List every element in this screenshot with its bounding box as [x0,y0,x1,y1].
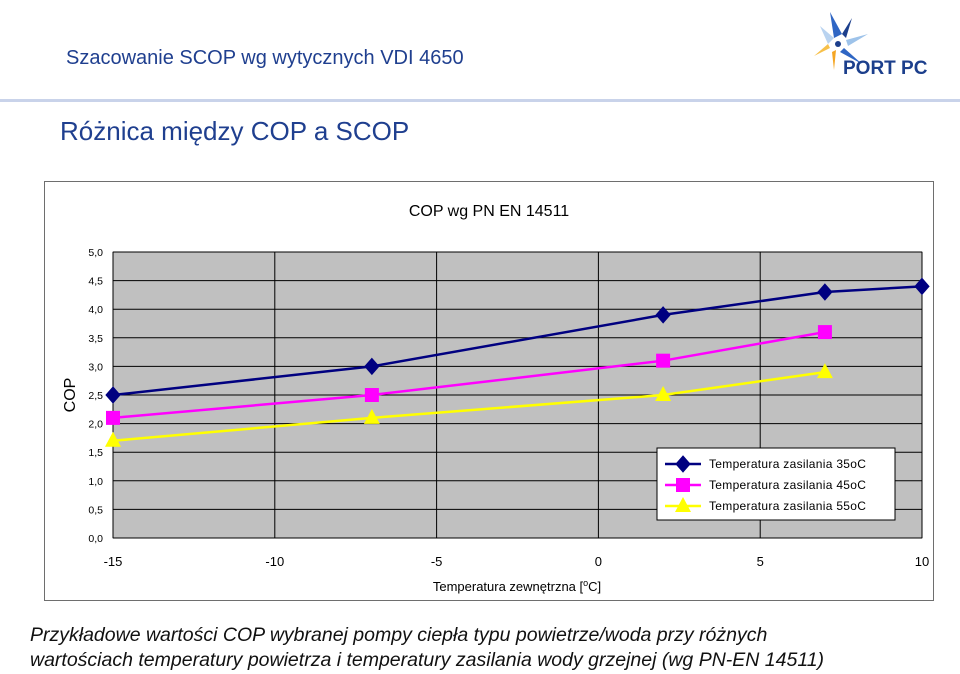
legend-label-1: Temperatura zasilania 35oC [709,457,866,471]
series-1-point [914,277,930,296]
caption: Przykładowe wartości COP wybranej pompy … [30,623,950,673]
y-tick-label: 2,0 [88,419,103,431]
y-tick-label: 4,5 [88,276,103,288]
chart-title: COP wg PN EN 14511 [409,203,569,220]
legend-label-3: Temperatura zasilania 55oC [709,499,866,513]
series-line-3 [112,370,826,443]
header-divider [0,99,960,102]
legend-marker-3 [675,497,691,512]
x-tick-label: -10 [265,554,284,569]
caption-line-2: wartościach temperatury powietrza i temp… [30,649,825,671]
series-2-point [656,353,671,368]
x-tick-label: -15 [104,554,123,569]
y-tick-label: 3,5 [88,333,103,345]
y-tick-label: 5,0 [88,247,103,259]
x-tick-label: 10 [915,554,929,569]
header-title: Szacowanie SCOP wg wytycznych VDI 4650 [66,47,464,69]
series-3-point [105,431,121,447]
series-2-point [106,410,120,425]
y-tick-label: 0,0 [88,533,103,545]
series-3-point [363,408,380,424]
legend-label-2: Temperatura zasilania 45oC [709,478,866,492]
logo-text: PORT PC [843,58,928,79]
series-3-point [816,363,833,379]
slide-title: Różnica między COP a SCOP [60,116,410,146]
y-axis-label: COP [62,378,79,413]
y-tick-label: 0,5 [88,504,103,516]
series-2-point [817,325,832,340]
legend-marker-2 [676,478,690,492]
x-tick-label: -5 [431,554,443,569]
series-2-point [364,388,379,402]
caption-line-1: Przykładowe wartości COP wybranej pompy … [30,624,768,646]
series-line-2 [112,330,826,420]
port-pc-logo-icon [814,12,868,70]
legend-marker-1 [675,455,691,473]
y-tick-label: 1,5 [88,447,103,459]
series-1-point [364,357,380,376]
x-tick-label: 5 [757,554,764,569]
y-tick-label: 2,5 [88,390,103,402]
y-tick-label: 4,0 [88,304,103,316]
y-tick-label: 3,0 [88,361,103,373]
x-tick-label: 0 [595,554,602,569]
cop-line-chart: COP wg PN EN 14511 0,0 0,5 1,0 1,5 2,0 2,5 3,0 3… [62,203,930,594]
series-1-point [655,306,671,324]
chart-frame: COP wg PN EN 14511 0,0 0,5 1,0 1,5 2,0 2,5 3,0 3… [44,181,934,601]
x-axis-label: Temperatura zewnętrzna [oC] [433,578,601,594]
series-3-point [655,386,672,401]
series-1-point [817,283,833,301]
y-tick-label: 1,0 [88,476,103,488]
series-1-point [105,386,121,404]
